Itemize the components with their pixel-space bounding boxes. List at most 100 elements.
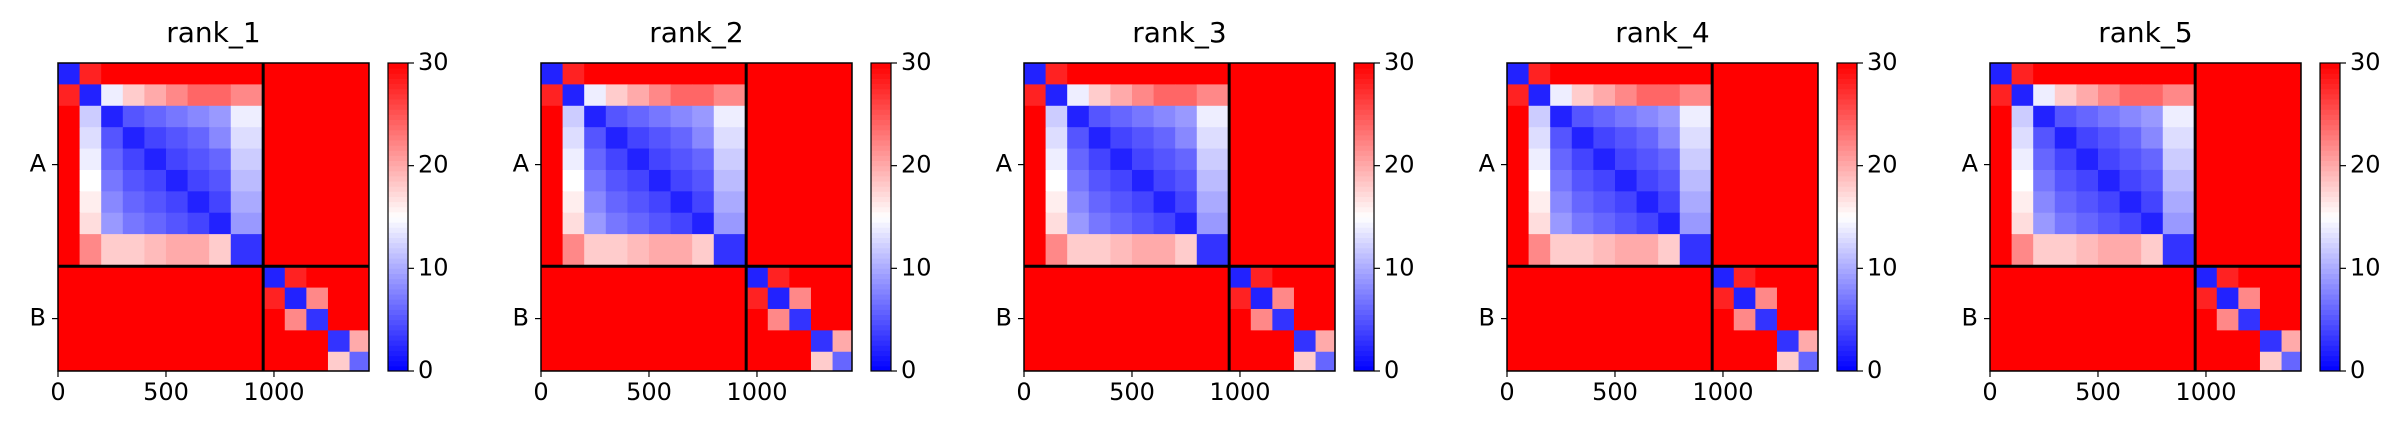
heatmap-cell [349, 266, 370, 289]
heatmap-cell [810, 287, 834, 310]
heatmap-cell [1636, 191, 1659, 214]
heatmap-cell [832, 212, 853, 235]
colorbar-step [2320, 109, 2340, 115]
colorbar-step [1354, 129, 1374, 136]
colorbar-step [1837, 335, 1857, 341]
heatmap-cell [101, 169, 124, 192]
heatmap-cell [1131, 148, 1155, 171]
heatmap-cell [1293, 287, 1317, 310]
panel: rank_1 0 500 1000 A B 0 10 20 30 [30, 16, 449, 406]
colorbar-step [2320, 217, 2340, 223]
heatmap-cell [1131, 330, 1155, 353]
heatmap-cell [2216, 191, 2239, 214]
heatmap-cell [1712, 191, 1735, 214]
colorbar-step [1837, 109, 1857, 115]
heatmap-cell [349, 351, 370, 372]
heatmap-cell [670, 63, 693, 85]
y-tick-label: A [1479, 150, 1496, 178]
heatmap-cell [1175, 330, 1198, 353]
heatmap-cell [789, 266, 812, 289]
colorbar-step [871, 201, 891, 208]
colorbar-step [388, 211, 408, 218]
colorbar-step [1354, 345, 1374, 351]
colorbar-step [1837, 237, 1857, 244]
heatmap-cell [1250, 127, 1273, 150]
colorbar-step [2320, 273, 2340, 280]
heatmap-cell [1110, 127, 1133, 150]
heatmap-cell [541, 351, 564, 372]
heatmap-cell [713, 127, 747, 150]
heatmap-cell [2216, 84, 2239, 107]
heatmap-cell [605, 234, 628, 267]
heatmap-cell [209, 212, 232, 235]
colorbar-step [871, 98, 891, 105]
heatmap-cell [2097, 308, 2121, 331]
heatmap-cell [327, 308, 351, 331]
heatmap-cell [2054, 330, 2077, 353]
heatmap-cell [230, 63, 264, 85]
heatmap-cell [1110, 351, 1133, 372]
heatmap-cell [2076, 169, 2099, 192]
colorbar-tick-label: 20 [1867, 151, 1898, 179]
heatmap-cell [789, 351, 812, 372]
colorbar-tick-label: 10 [1867, 253, 1898, 281]
colorbar-tick-label: 0 [1867, 356, 1882, 384]
heatmap-cell [1045, 266, 1068, 289]
heatmap-cell [1990, 330, 2013, 353]
heatmap-cell [1733, 287, 1756, 310]
heatmap-cell [1679, 287, 1713, 310]
heatmap-cell [767, 266, 790, 289]
heatmap-cell [327, 287, 351, 310]
heatmap-cell [584, 266, 607, 289]
heatmap-cell [1550, 169, 1573, 192]
colorbar-step [871, 124, 891, 131]
heatmap-cell [230, 212, 264, 235]
heatmap-cell [2033, 127, 2056, 150]
heatmap-cell [1593, 191, 1616, 214]
heatmap-cell [1507, 63, 1530, 85]
heatmap-cell [230, 308, 264, 331]
heatmap-cell [284, 169, 307, 192]
colorbar-step [1837, 119, 1857, 126]
heatmap-cell [58, 308, 81, 331]
heatmap-cell [1550, 127, 1573, 150]
colorbar-tick-label: 0 [418, 356, 433, 384]
colorbar-step [388, 283, 408, 290]
heatmap-cell [670, 169, 693, 192]
colorbar-step [871, 299, 891, 305]
heatmap-cell [2033, 234, 2056, 267]
heatmap-cell [1507, 266, 1530, 289]
colorbar-step [871, 160, 891, 167]
heatmap-cell [1272, 234, 1295, 267]
heatmap-cell [789, 63, 812, 85]
heatmap-cell [1571, 148, 1594, 171]
heatmap-cell [165, 308, 189, 331]
heatmap-cell [1196, 84, 1230, 107]
heatmap-cell [648, 148, 672, 171]
heatmap-cell [1045, 330, 1068, 353]
heatmap-cell [2141, 351, 2164, 372]
heatmap-cell [1088, 234, 1111, 267]
colorbar-step [388, 258, 408, 264]
heatmap-cell [584, 84, 607, 107]
heatmap-cell [1528, 266, 1551, 289]
colorbar-tick-label: 10 [1384, 253, 1415, 281]
heatmap-cell [1712, 234, 1735, 267]
heatmap-cell [1024, 169, 1047, 192]
colorbar-step [871, 355, 891, 362]
colorbar-step [1354, 160, 1374, 167]
colorbar-step [2320, 304, 2340, 310]
colorbar-step [2320, 294, 2340, 300]
colorbar-step [388, 324, 408, 331]
colorbar-step [2320, 309, 2340, 316]
heatmap-cell [1153, 191, 1176, 214]
heatmap-cell [1024, 84, 1047, 107]
colorbar-step [1354, 329, 1374, 336]
heatmap-cell [1024, 63, 1047, 85]
colorbar-step [1354, 335, 1374, 341]
heatmap-cell [1636, 169, 1659, 192]
heatmap-cell [1571, 287, 1594, 310]
heatmap-cell [1024, 212, 1047, 235]
heatmap-cell [2281, 234, 2302, 267]
y-tick-label: B [1479, 304, 1495, 332]
